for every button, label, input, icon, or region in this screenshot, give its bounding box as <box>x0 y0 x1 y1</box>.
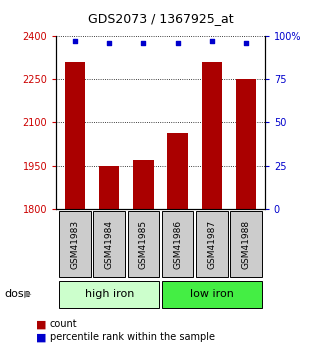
Bar <box>59 211 91 277</box>
Text: ■: ■ <box>37 333 47 342</box>
Text: dose: dose <box>5 289 31 299</box>
Text: GDS2073 / 1367925_at: GDS2073 / 1367925_at <box>88 12 233 25</box>
Bar <box>65 62 85 209</box>
Point <box>209 39 214 44</box>
Bar <box>196 211 228 277</box>
Text: GSM41987: GSM41987 <box>207 219 216 269</box>
Bar <box>93 211 125 277</box>
Text: GSM41986: GSM41986 <box>173 219 182 269</box>
Text: percentile rank within the sample: percentile rank within the sample <box>50 333 215 342</box>
Point <box>243 40 248 46</box>
Point <box>107 40 112 46</box>
Bar <box>167 132 188 209</box>
Bar <box>99 166 119 209</box>
Text: count: count <box>50 319 77 329</box>
Bar <box>162 280 262 308</box>
Bar <box>236 79 256 209</box>
Text: ■: ■ <box>37 319 47 329</box>
Point <box>175 40 180 46</box>
Text: GSM41984: GSM41984 <box>105 219 114 269</box>
Bar <box>128 211 159 277</box>
Text: GSM41988: GSM41988 <box>241 219 250 269</box>
Point <box>141 40 146 46</box>
Bar <box>162 211 193 277</box>
Text: high iron: high iron <box>84 289 134 299</box>
Text: GSM41985: GSM41985 <box>139 219 148 269</box>
Bar <box>230 211 262 277</box>
Text: GSM41983: GSM41983 <box>71 219 80 269</box>
Bar <box>59 280 159 308</box>
Text: ▶: ▶ <box>23 289 31 299</box>
Text: low iron: low iron <box>190 289 234 299</box>
Bar <box>133 160 154 209</box>
Bar <box>202 62 222 209</box>
Point <box>73 39 78 44</box>
